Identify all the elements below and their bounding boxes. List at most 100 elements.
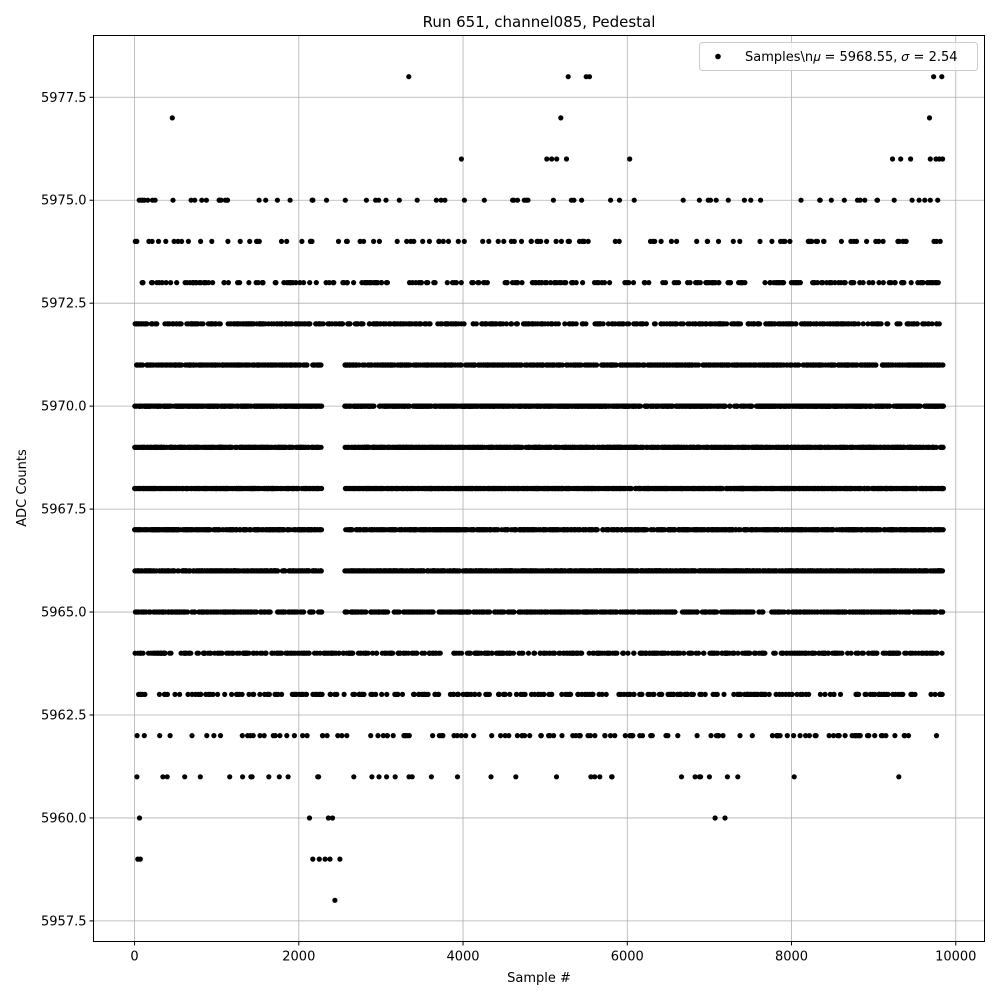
data-point xyxy=(454,774,461,780)
data-point xyxy=(461,238,467,244)
data-point xyxy=(430,733,436,739)
data-point xyxy=(188,197,194,203)
data-point xyxy=(340,321,346,327)
data-point xyxy=(204,733,210,739)
data-point xyxy=(453,280,459,286)
data-point xyxy=(170,197,176,203)
data-point xyxy=(284,733,290,739)
data-point xyxy=(498,733,504,739)
data-point xyxy=(157,733,163,739)
data-point xyxy=(414,650,420,656)
data-point xyxy=(378,280,385,286)
data-point xyxy=(263,197,269,203)
data-point xyxy=(175,568,182,574)
data-point xyxy=(318,527,325,533)
data-point xyxy=(459,650,465,656)
data-point xyxy=(310,609,316,615)
data-point xyxy=(159,280,165,286)
data-point xyxy=(192,609,198,615)
data-point xyxy=(538,238,544,244)
data-point xyxy=(544,238,550,244)
data-point xyxy=(437,650,443,656)
data-point xyxy=(179,362,185,368)
data-point xyxy=(344,733,350,739)
data-point xyxy=(394,238,400,244)
data-point xyxy=(470,280,476,286)
data-point xyxy=(174,280,180,286)
data-point xyxy=(458,280,464,286)
data-point xyxy=(142,691,148,698)
data-point xyxy=(383,197,389,203)
data-point xyxy=(277,733,283,739)
data-point xyxy=(266,774,272,780)
data-point xyxy=(306,650,312,656)
data-point xyxy=(163,280,169,286)
data-point xyxy=(506,733,512,739)
data-point xyxy=(307,280,313,286)
data-point xyxy=(445,238,452,244)
data-point xyxy=(319,609,325,615)
data-point xyxy=(481,197,487,203)
data-point xyxy=(251,691,257,698)
data-point xyxy=(458,733,464,739)
data-point xyxy=(263,650,269,656)
data-point xyxy=(473,321,479,327)
data-point xyxy=(261,733,267,739)
data-point xyxy=(152,197,158,203)
data-point xyxy=(514,321,521,327)
data-point xyxy=(363,609,369,615)
data-point xyxy=(163,238,169,244)
data-point xyxy=(525,197,531,203)
data-point xyxy=(509,321,515,327)
data-point xyxy=(140,362,146,368)
data-point xyxy=(344,238,350,244)
data-point xyxy=(379,691,385,698)
data-point xyxy=(222,691,228,698)
data-point xyxy=(172,691,178,698)
data-point xyxy=(318,444,324,450)
data-point xyxy=(318,362,324,368)
data-point xyxy=(390,650,396,656)
data-point xyxy=(225,280,231,286)
data-point xyxy=(418,280,425,286)
data-point xyxy=(134,774,140,780)
data-point xyxy=(525,650,532,656)
data-point xyxy=(188,650,194,656)
data-point xyxy=(510,650,517,656)
data-point xyxy=(513,774,519,780)
data-point xyxy=(319,691,325,698)
data-point xyxy=(350,650,356,656)
data-point xyxy=(324,733,330,739)
data-point xyxy=(171,238,177,244)
data-points xyxy=(132,74,947,903)
data-point xyxy=(155,238,162,244)
data-point xyxy=(488,774,494,780)
data-point xyxy=(519,280,525,286)
data-point xyxy=(384,774,390,780)
data-point xyxy=(553,774,560,780)
data-point xyxy=(442,197,448,203)
data-point xyxy=(320,321,326,327)
data-point xyxy=(144,321,150,327)
data-point xyxy=(558,238,565,244)
data-point xyxy=(436,691,442,698)
data-point xyxy=(237,238,243,244)
data-point xyxy=(425,280,431,286)
data-point xyxy=(198,691,204,698)
data-point xyxy=(514,733,521,739)
data-point xyxy=(351,280,357,286)
data-point xyxy=(299,238,305,244)
data-point xyxy=(371,238,377,244)
data-point xyxy=(195,650,202,656)
data-point xyxy=(229,691,235,698)
data-point xyxy=(461,321,467,327)
data-point xyxy=(304,362,310,368)
data-point xyxy=(347,321,353,327)
data-point xyxy=(414,197,420,203)
data-point xyxy=(528,238,534,244)
data-point xyxy=(480,238,486,244)
data-point xyxy=(502,691,508,698)
data-point xyxy=(489,733,495,739)
data-point xyxy=(390,733,396,739)
